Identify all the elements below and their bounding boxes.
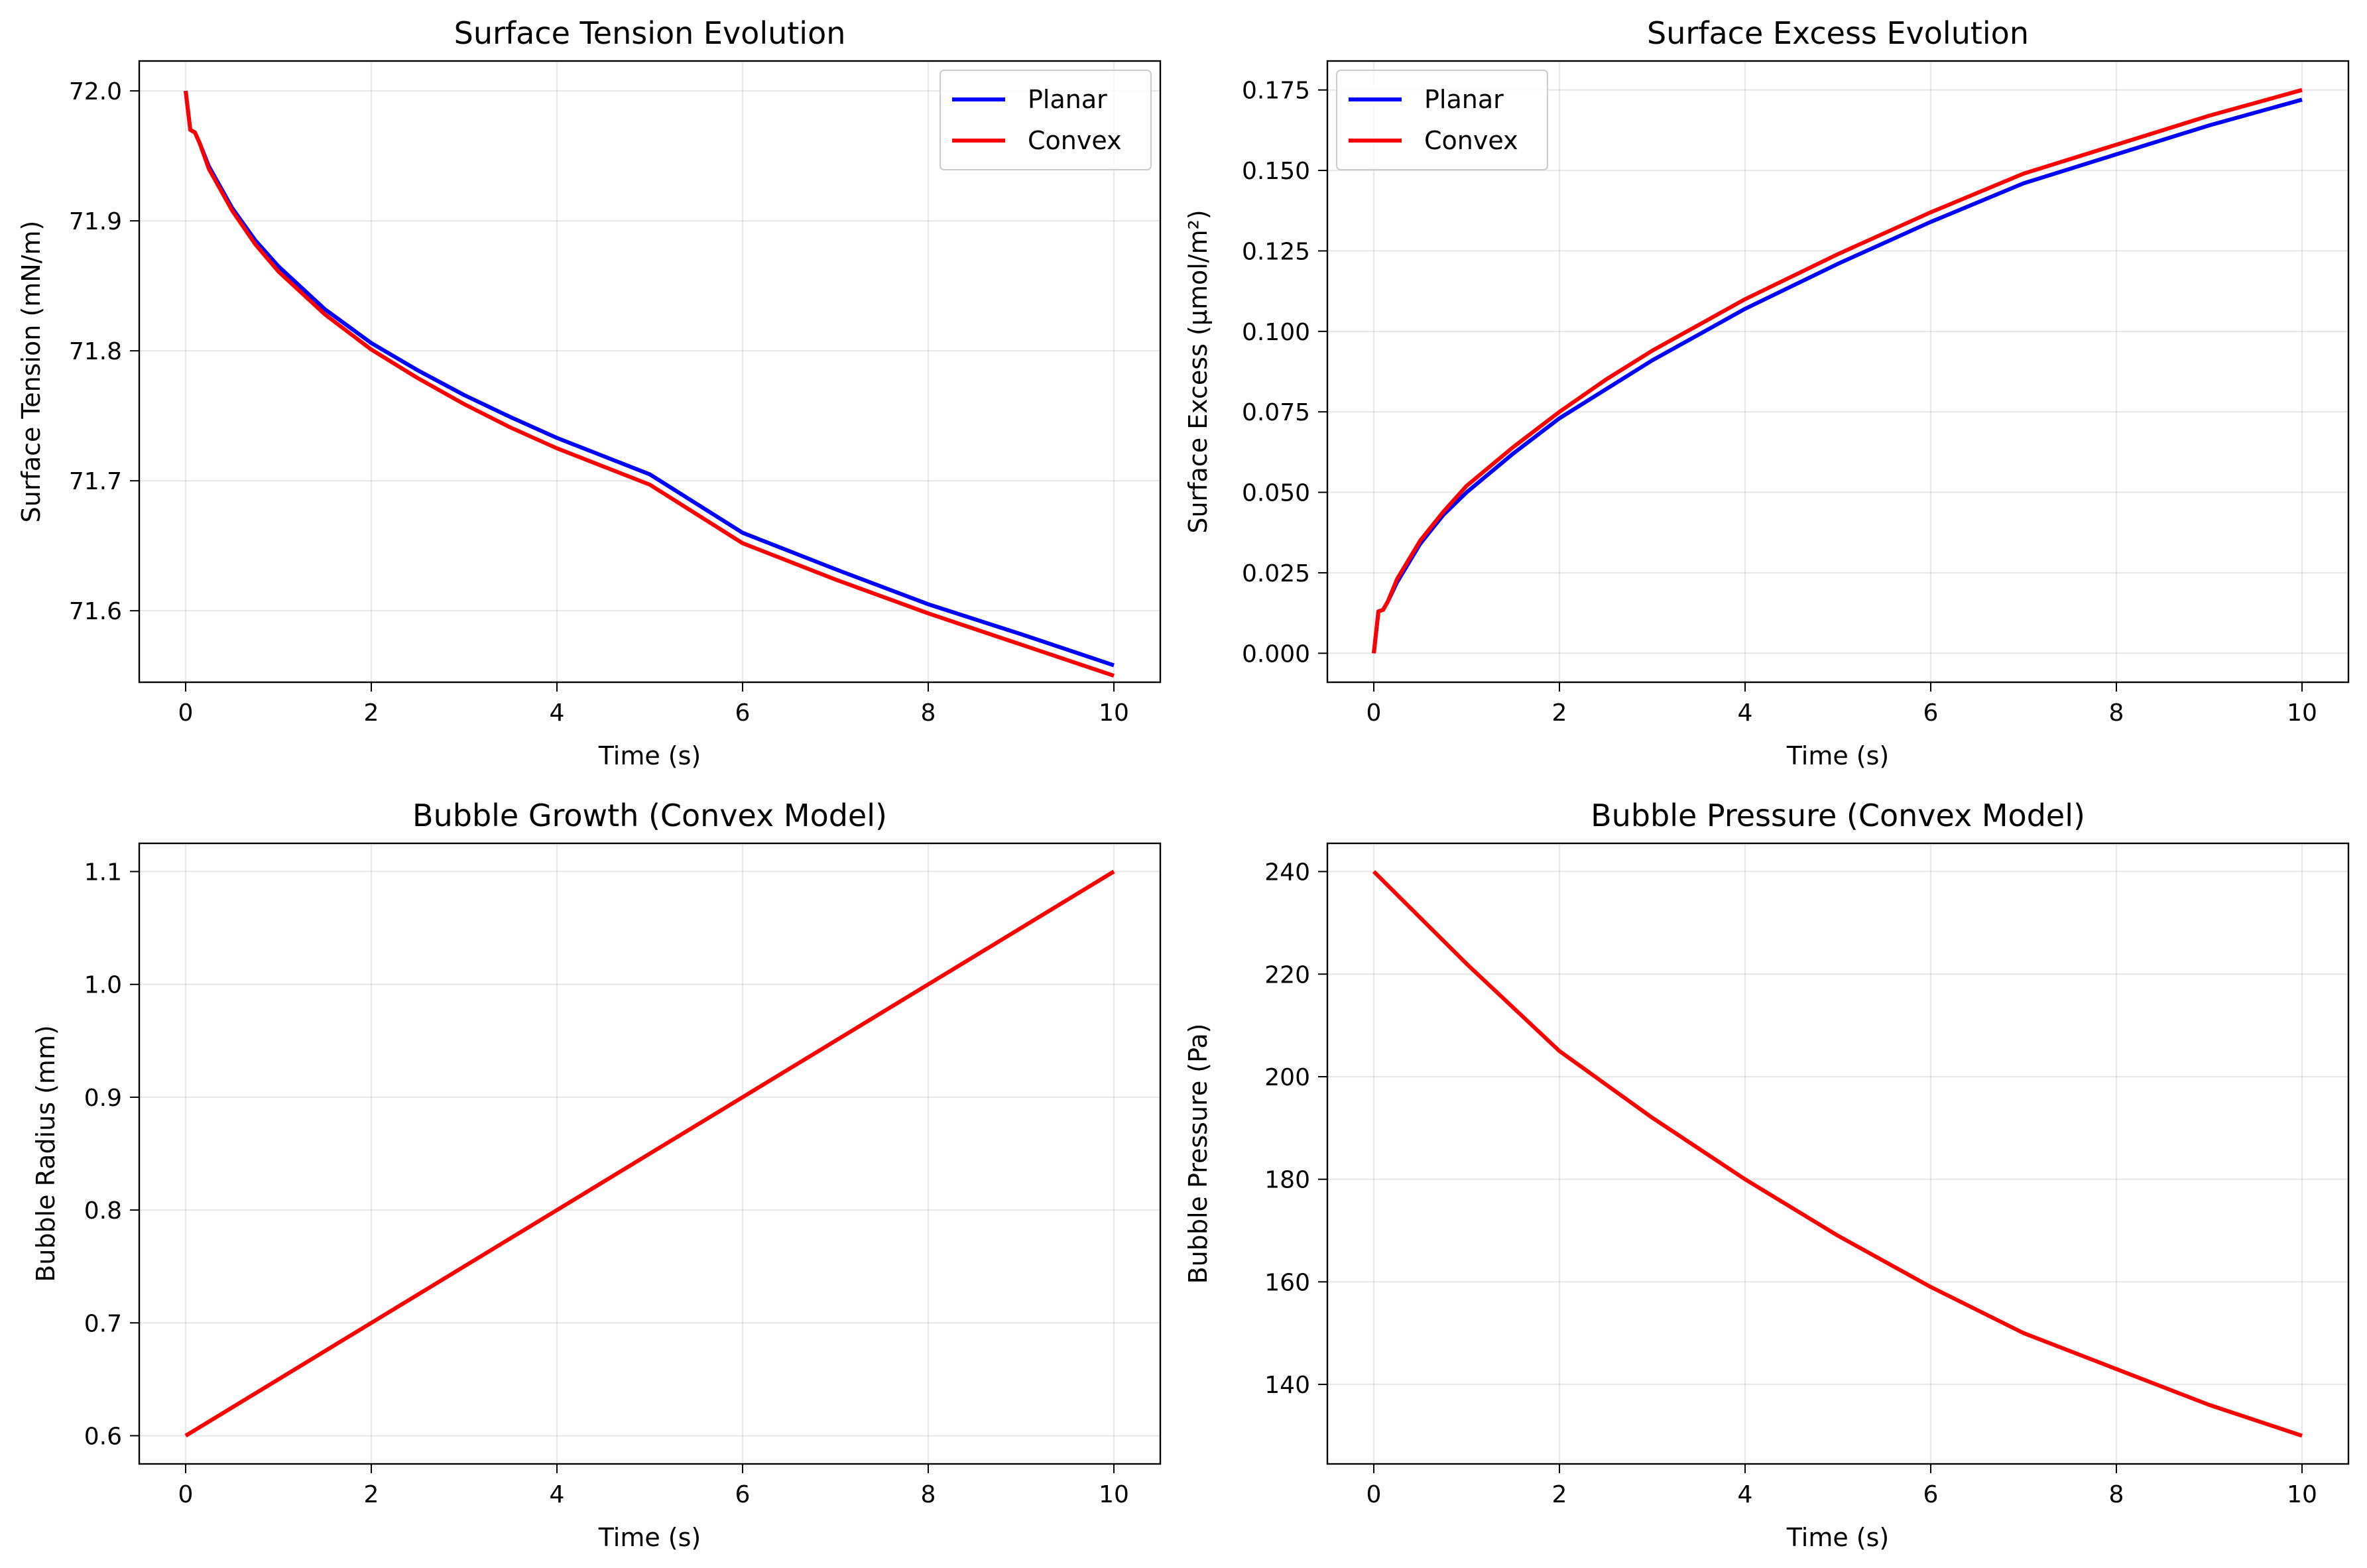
legend-label-convex: Convex xyxy=(1028,126,1122,155)
y-tick-label: 0.175 xyxy=(1242,78,1310,105)
x-tick-label: 0 xyxy=(1366,699,1382,727)
x-tick-label: 8 xyxy=(2109,699,2124,727)
x-tick-label: 2 xyxy=(364,1481,379,1508)
y-tick-label: 180 xyxy=(1264,1167,1310,1194)
y-tick-label: 0.075 xyxy=(1242,399,1310,426)
x-tick-label: 6 xyxy=(735,1481,751,1508)
y-axis-label: Surface Excess (μmol/m²) xyxy=(1184,210,1213,533)
series-line-convex xyxy=(1372,88,2303,654)
y-tick-label: 0.6 xyxy=(84,1423,122,1450)
series-line-convex xyxy=(184,90,1115,678)
x-tick-label: 10 xyxy=(1099,1481,1129,1508)
y-tick-label: 160 xyxy=(1264,1269,1310,1296)
x-tick-label: 8 xyxy=(921,699,936,727)
x-tick-label: 0 xyxy=(1366,1481,1382,1508)
x-tick-label: 6 xyxy=(735,699,751,727)
y-tick-label: 0.025 xyxy=(1242,560,1310,587)
x-axis-label: Time (s) xyxy=(1786,741,1890,770)
plot-frame xyxy=(138,60,1162,684)
chart-title: Surface Excess Evolution xyxy=(1647,15,2029,51)
y-axis-label: Bubble Radius (mm) xyxy=(31,1025,60,1282)
x-tick-label: 0 xyxy=(178,1481,194,1508)
chart-title: Bubble Pressure (Convex Model) xyxy=(1591,798,2085,833)
x-tick-label: 4 xyxy=(550,699,565,727)
x-tick-label: 10 xyxy=(2287,1481,2317,1508)
chart-title: Bubble Growth (Convex Model) xyxy=(412,798,887,833)
x-tick-label: 0 xyxy=(178,699,194,727)
y-tick-label: 0.7 xyxy=(84,1310,122,1337)
x-axis-label: Time (s) xyxy=(598,1523,701,1552)
x-tick-label: 4 xyxy=(1738,1481,1753,1508)
y-tick-label: 71.7 xyxy=(69,468,122,495)
plot-frame xyxy=(138,842,1162,1465)
legend-box xyxy=(940,70,1152,170)
x-tick-label: 4 xyxy=(1738,699,1753,727)
chart-panel-1: 0 2 4 6 8 10 71.6 71.7 71.8 71.9 72.0 Surface Tensi… xyxy=(17,15,1162,770)
x-axis-label: Time (s) xyxy=(1786,1523,1890,1552)
y-tick-label: 0.8 xyxy=(84,1197,122,1225)
y-tick-label: 1.1 xyxy=(84,859,122,886)
chart-title: Surface Tension Evolution xyxy=(454,15,846,51)
x-tick-label: 4 xyxy=(550,1481,565,1508)
y-tick-label: 0.050 xyxy=(1242,480,1310,507)
x-axis-label: Time (s) xyxy=(598,741,701,770)
chart-panel-3: 0 2 4 6 8 10 0.6 0.7 0.8 0.9 1.0 1.1 Bubble Growth (… xyxy=(31,798,1162,1552)
y-tick-label: 240 xyxy=(1264,859,1310,886)
y-tick-label: 0.125 xyxy=(1242,238,1310,265)
series-line-planar xyxy=(1372,97,2303,654)
y-tick-label: 140 xyxy=(1264,1372,1310,1399)
legend: Planar Convex xyxy=(1336,70,1548,170)
series-line-planar xyxy=(184,90,1115,668)
legend-label-planar: Planar xyxy=(1028,85,1107,114)
x-tick-label: 8 xyxy=(2109,1481,2124,1508)
x-tick-label: 2 xyxy=(1552,1481,1567,1508)
series-line-1 xyxy=(184,869,1115,1438)
plot-frame xyxy=(1326,842,2350,1465)
y-tick-label: 0.9 xyxy=(84,1085,122,1112)
y-tick-label: 71.8 xyxy=(69,338,122,365)
y-tick-label: 0.150 xyxy=(1242,158,1310,185)
y-tick-label: 71.9 xyxy=(69,208,122,235)
plot-frame xyxy=(1326,60,2350,684)
x-tick-label: 10 xyxy=(1099,699,1129,727)
y-axis-label: Bubble Pressure (Pa) xyxy=(1184,1024,1213,1284)
x-tick-label: 8 xyxy=(921,1481,936,1508)
x-tick-label: 6 xyxy=(1923,1481,1939,1508)
legend-label-convex: Convex xyxy=(1424,126,1518,155)
x-tick-label: 2 xyxy=(364,699,379,727)
legend-box xyxy=(1336,70,1548,170)
y-tick-label: 0.100 xyxy=(1242,319,1310,346)
x-tick-label: 10 xyxy=(2287,699,2317,727)
y-tick-label: 1.0 xyxy=(84,972,122,999)
y-tick-label: 72.0 xyxy=(69,78,122,105)
y-axis-label: Surface Tension (mN/m) xyxy=(17,221,46,523)
legend-label-planar: Planar xyxy=(1424,85,1504,114)
chart-panel-4: 0 2 4 6 8 10 140 160 180 200 220 240 Bubble Pressure… xyxy=(1184,798,2350,1552)
x-tick-label: 2 xyxy=(1552,699,1567,727)
series-line-1 xyxy=(1372,870,2303,1438)
y-tick-label: 220 xyxy=(1264,961,1310,989)
y-tick-label: 71.6 xyxy=(69,598,122,625)
chart-panel-2: 0 2 4 6 8 10 0.000 0.025 0.050 0.075 0.100 0.125 0.1… xyxy=(1184,15,2350,770)
legend: Planar Convex xyxy=(940,70,1152,170)
x-tick-label: 6 xyxy=(1923,699,1939,727)
y-tick-label: 0.000 xyxy=(1242,640,1310,668)
y-tick-label: 200 xyxy=(1264,1064,1310,1091)
